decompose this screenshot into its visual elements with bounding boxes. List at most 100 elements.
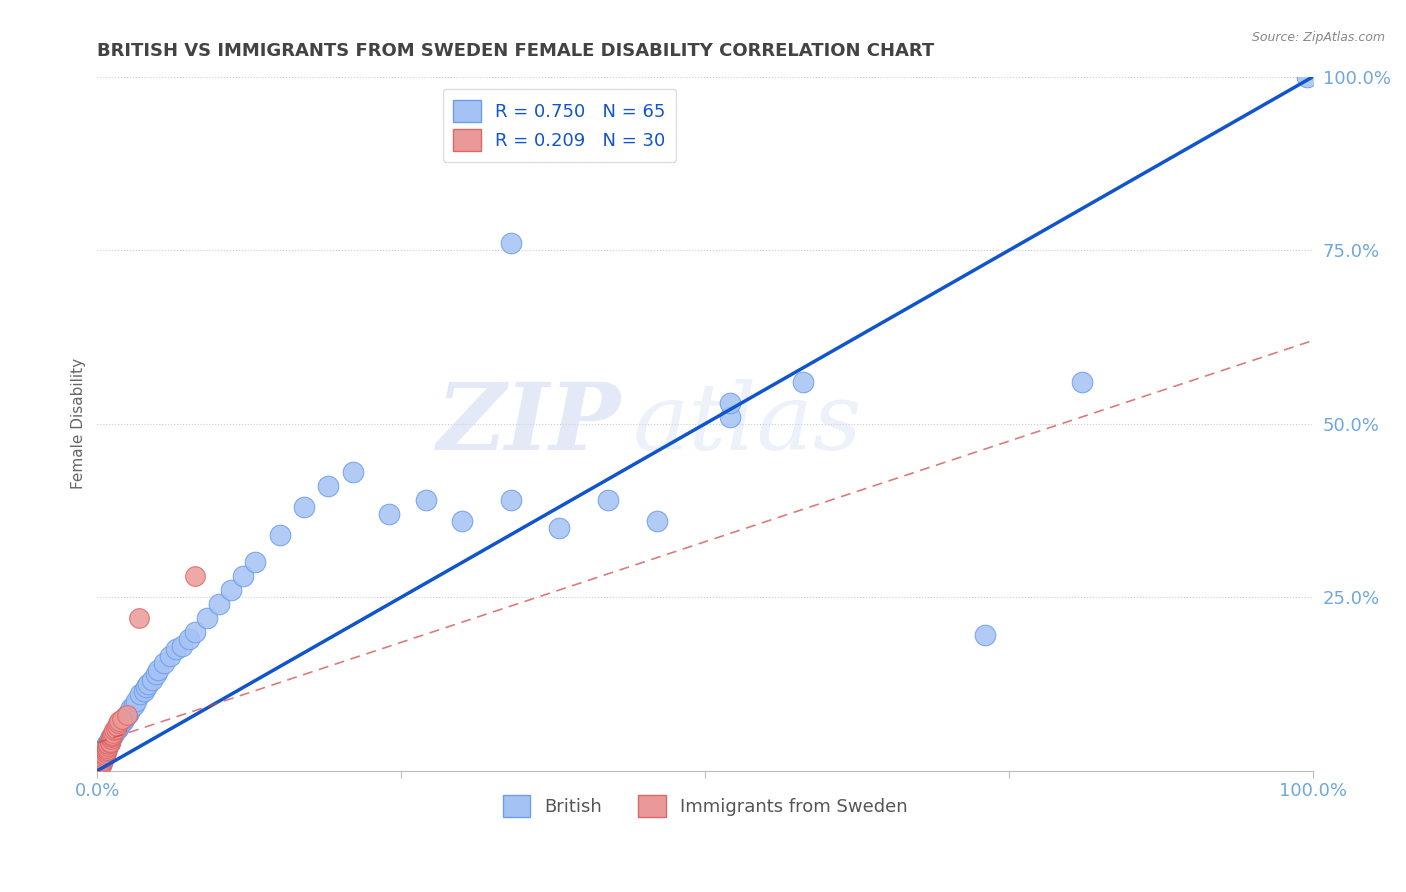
Point [129,687,152,701]
Point [103,723,125,738]
Point [93,751,115,765]
Text: BRITISH VS IMMIGRANTS FROM SWEDEN FEMALE DISABILITY CORRELATION CHART: BRITISH VS IMMIGRANTS FROM SWEDEN FEMALE… [97,42,935,60]
Point [107,721,129,735]
Point [645,514,668,528]
Point [245,556,267,570]
Point [89,760,111,774]
Point [115,708,138,723]
Point [94,739,117,754]
Point [451,514,474,528]
Point [105,718,128,732]
Point [415,493,437,508]
Point [112,712,135,726]
Point [96,743,118,757]
Point [146,663,169,677]
Point [97,736,120,750]
Point [974,628,997,642]
Point [93,744,115,758]
Point [100,731,122,745]
Point [104,723,127,738]
Point [91,756,114,770]
Point [103,725,125,739]
Point [718,396,741,410]
Point [159,649,181,664]
Point [135,681,157,695]
Point [232,569,254,583]
Legend: British, Immigrants from Sweden: British, Immigrants from Sweden [496,788,915,824]
Text: atlas: atlas [633,378,862,468]
Y-axis label: Female Disability: Female Disability [72,358,86,489]
Point [108,718,131,732]
Point [165,642,187,657]
Point [499,236,522,251]
Point [128,611,150,625]
Point [93,748,115,763]
Point [141,673,163,688]
Point [1296,70,1319,84]
Point [318,479,340,493]
Text: Source: ZipAtlas.com: Source: ZipAtlas.com [1251,31,1385,45]
Point [98,734,121,748]
Point [138,677,160,691]
Point [195,611,218,625]
Point [101,729,124,743]
Point [98,734,121,748]
Point [104,722,127,736]
Point [93,743,115,757]
Point [101,729,124,743]
Point [93,753,115,767]
Point [93,749,115,764]
Point [125,694,148,708]
Point [94,744,117,758]
Point [105,722,128,736]
Point [183,569,205,583]
Point [111,714,134,728]
Point [108,714,131,728]
Point [100,731,122,745]
Point [208,597,231,611]
Point [97,737,120,751]
Point [172,639,194,653]
Point [118,705,141,719]
Point [111,715,134,730]
Point [90,749,112,764]
Point [94,741,117,756]
Point [101,725,124,739]
Point [93,748,115,763]
Point [122,698,145,712]
Point [269,527,291,541]
Point [132,684,155,698]
Point [177,632,200,646]
Point [499,493,522,508]
Point [378,507,401,521]
Point [98,732,121,747]
Point [91,747,114,761]
Point [183,624,205,639]
Point [110,716,132,731]
Point [96,737,118,751]
Point [145,666,167,681]
Point [91,756,114,771]
Point [596,493,619,508]
Point [98,736,121,750]
Point [548,521,571,535]
Point [292,500,315,514]
Point [1071,375,1094,389]
Point [90,758,112,772]
Point [100,732,122,747]
Point [153,656,176,670]
Point [792,375,814,389]
Point [342,465,364,479]
Point [101,728,124,742]
Point [111,712,134,726]
Point [114,709,136,723]
Point [97,739,120,754]
Point [120,701,142,715]
Point [101,728,124,742]
Point [718,409,741,424]
Point [107,716,129,731]
Point [117,706,139,721]
Point [219,583,242,598]
Point [96,741,118,756]
Text: ZIP: ZIP [436,378,620,468]
